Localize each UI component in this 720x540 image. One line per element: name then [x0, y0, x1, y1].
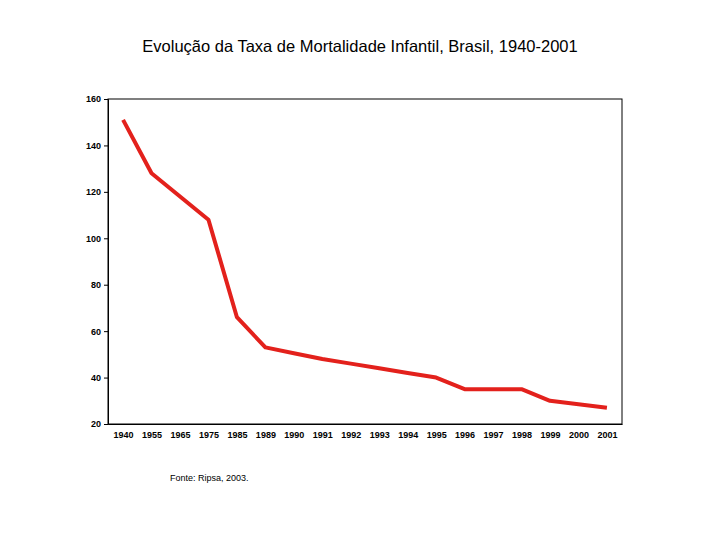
x-tick-label: 1989	[256, 430, 276, 440]
x-axis-line	[109, 424, 623, 425]
data-line	[123, 120, 607, 408]
y-tick: 160	[86, 94, 108, 104]
y-tick-mark	[104, 192, 108, 193]
x-tick: 1998	[512, 424, 532, 440]
x-tick: 1975	[199, 424, 219, 440]
y-tick-mark	[104, 378, 108, 379]
y-tick: 120	[86, 187, 108, 197]
plot-frame	[108, 99, 622, 424]
x-tick: 1989	[256, 424, 276, 440]
x-tick: 1995	[427, 424, 447, 440]
x-tick: 1965	[170, 424, 190, 440]
y-tick-label: 140	[86, 141, 101, 151]
x-tick: 1991	[313, 424, 333, 440]
plot-area	[123, 120, 607, 408]
y-tick-mark	[104, 285, 108, 286]
y-tick-mark	[104, 99, 108, 100]
x-tick: 1996	[455, 424, 475, 440]
x-tick-label: 1994	[398, 430, 418, 440]
x-tick: 1994	[398, 424, 418, 440]
y-tick: 40	[91, 373, 108, 383]
y-tick-label: 80	[91, 280, 101, 290]
x-tick-label: 1996	[455, 430, 475, 440]
y-tick-label: 40	[91, 373, 101, 383]
x-tick: 2001	[597, 424, 617, 440]
x-tick-label: 1999	[540, 430, 560, 440]
x-tick-label: 1940	[114, 430, 134, 440]
y-tick-label: 120	[86, 187, 101, 197]
x-tick-label: 2000	[569, 430, 589, 440]
y-tick-label: 20	[91, 419, 101, 429]
x-tick: 1993	[370, 424, 390, 440]
y-tick: 100	[86, 234, 108, 244]
x-tick-label: 1998	[512, 430, 532, 440]
chart: Evolução da Taxa de Mortalidade Infantil…	[0, 0, 720, 540]
x-axis: 1940 1955 1965 1975 1985 1989 1990 1991 1992 1993…	[109, 424, 623, 440]
y-tick: 20	[91, 419, 108, 429]
y-tick-mark	[104, 424, 108, 425]
y-tick-label: 160	[86, 94, 101, 104]
y-tick: 140	[86, 141, 108, 151]
y-tick-mark	[104, 238, 108, 239]
y-tick-mark	[104, 331, 108, 332]
y-tick-label: 100	[86, 234, 101, 244]
x-tick-label: 1990	[284, 430, 304, 440]
x-tick-label: 1997	[484, 430, 504, 440]
x-tick: 2000	[569, 424, 589, 440]
y-axis-line	[104, 100, 109, 425]
x-tick-label: 1995	[427, 430, 447, 440]
source: Fonte: Ripsa, 2003.	[170, 473, 249, 483]
y-tick-mark	[104, 145, 108, 146]
x-tick: 1997	[484, 424, 504, 440]
x-tick: 1985	[227, 424, 247, 440]
x-tick: 1999	[540, 424, 560, 440]
y-tick-label: 60	[91, 327, 101, 337]
x-tick-label: 1955	[142, 430, 162, 440]
x-tick: 1992	[341, 424, 361, 440]
x-tick: 1940	[114, 424, 134, 440]
title: Evolução da Taxa de Mortalidade Infantil…	[142, 37, 577, 55]
x-tick-label: 1975	[199, 430, 219, 440]
y-axis: 20 40 60 80 100 120 140 160	[86, 94, 109, 429]
x-tick: 1955	[142, 424, 162, 440]
x-tick-label: 1965	[170, 430, 190, 440]
x-tick-label: 1991	[313, 430, 333, 440]
x-tick-label: 1993	[370, 430, 390, 440]
x-tick: 1990	[284, 424, 304, 440]
y-tick: 60	[91, 327, 108, 337]
x-tick-label: 1985	[227, 430, 247, 440]
y-tick: 80	[91, 280, 108, 290]
x-tick-label: 1992	[341, 430, 361, 440]
x-tick-label: 2001	[597, 430, 617, 440]
